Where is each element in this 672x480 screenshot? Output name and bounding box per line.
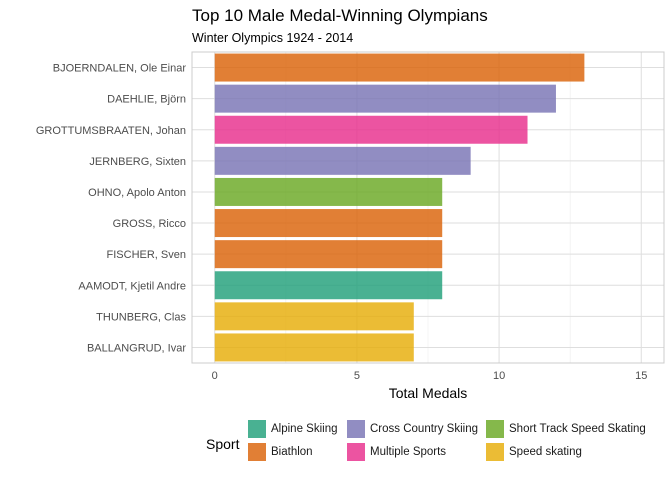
bar	[214, 271, 443, 300]
legend-label: Multiple Sports	[370, 446, 447, 458]
x-axis-label: Total Medals	[389, 385, 468, 400]
legend-item: Alpine Skiing	[248, 420, 337, 438]
y-tick-label: BALLANGRUD, Ivar	[87, 342, 186, 354]
legend-swatch	[486, 443, 504, 461]
legend-swatch	[347, 443, 365, 461]
legend-swatch	[248, 420, 266, 438]
legend-label: Short Track Speed Skating	[509, 423, 646, 435]
plot-border	[191, 51, 665, 364]
legend-label: Speed skating	[509, 446, 582, 458]
legend-item: Speed skating	[486, 443, 582, 461]
bar	[214, 177, 443, 206]
x-tick-label: 10	[493, 370, 505, 382]
y-tick-label: JERNBERG, Sixten	[89, 156, 186, 168]
y-tick-label: GROSS, Ricco	[113, 218, 186, 230]
y-tick-label: BJOERNDALEN, Ole Einar	[53, 63, 187, 75]
legend-swatch	[248, 443, 266, 461]
bar	[214, 84, 556, 113]
bar	[214, 115, 528, 144]
bar	[214, 53, 585, 82]
legend-label: Alpine Skiing	[271, 423, 338, 435]
y-tick-label: THUNBERG, Clas	[96, 311, 186, 323]
x-tick-label: 15	[635, 370, 647, 382]
y-tick-label: OHNO, Apolo Anton	[88, 187, 186, 199]
legend-swatch	[486, 420, 504, 438]
x-tick-label: 5	[354, 370, 360, 382]
y-tick-label: AAMODT, Kjetil Andre	[78, 280, 186, 292]
legend-label: Biathlon	[271, 446, 313, 458]
chart-subtitle: Winter Olympics 1924 - 2014	[192, 31, 354, 45]
legend-item: Short Track Speed Skating	[486, 420, 646, 438]
bar	[214, 240, 443, 269]
y-tick-label: DAEHLIE, Björn	[107, 94, 186, 106]
chart-title: Top 10 Male Medal-Winning Olympians	[192, 6, 488, 25]
y-tick-label: GROTTUMSBRAATEN, Johan	[36, 125, 186, 137]
bar	[214, 333, 414, 362]
bar	[214, 146, 471, 175]
bar-chart: BJOERNDALEN, Ole Einar DAEHLIE, Björn GROT…	[36, 51, 665, 400]
legend-label: Cross Country Skiing	[370, 423, 479, 435]
legend-swatch	[347, 420, 365, 438]
legend-item: Biathlon	[248, 443, 313, 461]
legend-title: Sport	[206, 436, 240, 452]
bar	[214, 302, 414, 331]
legend-item: Multiple Sports	[347, 443, 446, 461]
x-tick-label: 0	[212, 370, 218, 382]
y-tick-label: FISCHER, Sven	[107, 249, 186, 261]
legend-item: Cross Country Skiing	[347, 420, 478, 438]
bar	[214, 209, 443, 238]
